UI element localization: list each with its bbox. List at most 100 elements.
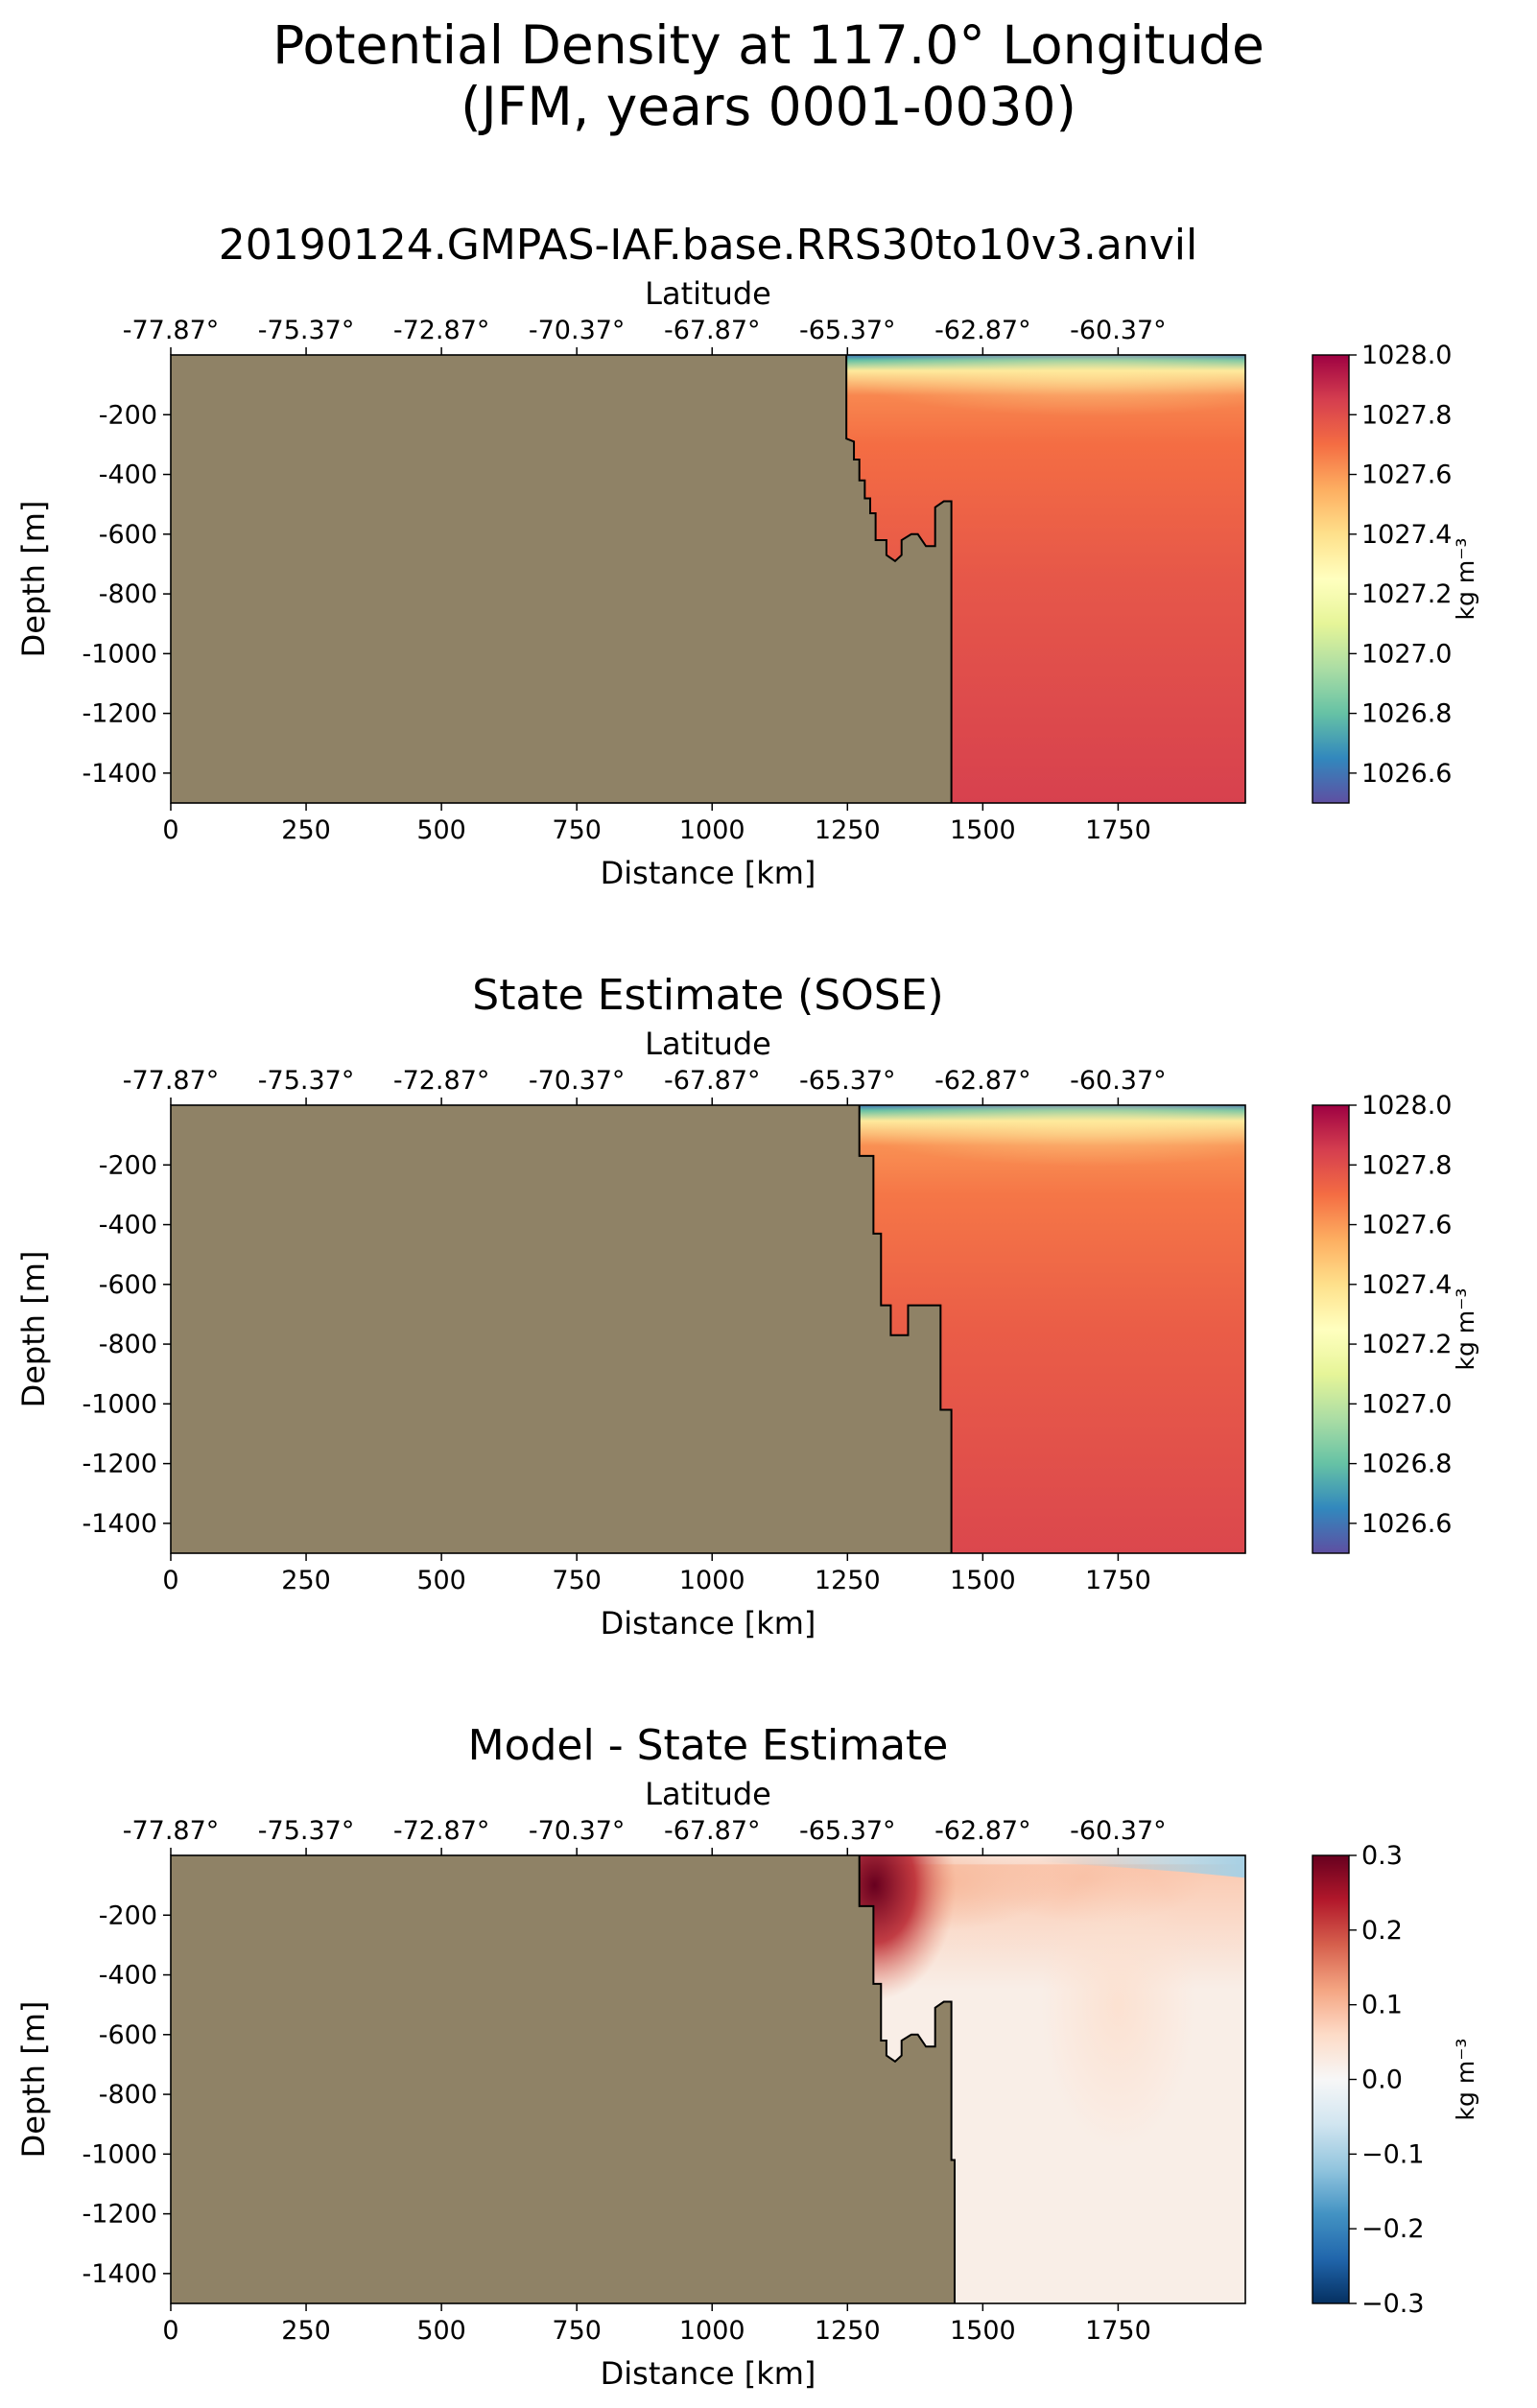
colorbar-label: kg m⁻³ — [1452, 1288, 1479, 1371]
y-tick-label: -800 — [99, 2080, 157, 2110]
y-tick-label: -200 — [99, 1150, 157, 1180]
colorbar-gradient — [1312, 355, 1349, 803]
y-tick-label: -200 — [99, 1900, 157, 1930]
top-x-tick-label: -72.87° — [393, 1816, 490, 1846]
bathymetry-line — [858, 1855, 957, 2303]
top-x-tick-label: -75.37° — [258, 1816, 355, 1846]
x-tick-label: 1000 — [679, 1566, 745, 1595]
x-tick-label: 1750 — [1085, 815, 1151, 845]
x-tick-label: 1750 — [1085, 1566, 1151, 1595]
panel-title: State Estimate (SOSE) — [472, 971, 943, 1020]
y-tick-label: -1400 — [83, 759, 157, 789]
surface-negative-anomaly — [1036, 1855, 1245, 1878]
top-x-tick-label: -70.37° — [529, 1066, 626, 1096]
x-tick-label: 500 — [416, 2316, 466, 2346]
y-tick-label: -1200 — [83, 2200, 157, 2230]
y-axis-label: Depth [m] — [15, 501, 52, 658]
y-tick-label: -1200 — [83, 699, 157, 729]
colorbar-gradient — [1312, 1855, 1349, 2303]
x-tick-label: 750 — [552, 815, 602, 845]
y-tick-label: -600 — [99, 2020, 157, 2050]
top-x-tick-label: -60.37° — [1070, 1816, 1167, 1846]
y-tick-label: -400 — [99, 460, 157, 490]
x-axis-label: Distance [km] — [601, 1605, 816, 1641]
top-x-tick-label: -77.87° — [123, 1816, 220, 1846]
colorbar: 1026.6 1026.8 1027.0 1027.2 1027.4 1027.6 1027… — [1312, 1091, 1479, 1554]
panel-title: 20190124.GMPAS-IAF.base.RRS30to10v3.anvi… — [219, 221, 1197, 270]
top-x-tick-label: -67.87° — [664, 316, 761, 345]
panel-1: 0 250 500 750 1000 1250 1500 1750 -77.87° -75.37°… — [15, 221, 1479, 891]
colorbar-frame — [1312, 354, 1350, 804]
colorbar: 1026.6 1026.8 1027.0 1027.2 1027.4 1027.6 1027… — [1312, 341, 1479, 804]
axes-frame — [170, 1104, 1246, 1554]
land-mask — [171, 1855, 956, 2303]
top-x-axis-label: Latitude — [645, 1026, 771, 1062]
colorbar-label: kg m⁻³ — [1452, 2039, 1479, 2121]
colorbar-tick-label: −0.2 — [1361, 2214, 1425, 2244]
colorbar-tick-label: 1027.6 — [1361, 460, 1452, 490]
bathymetry-line — [858, 1105, 953, 1553]
panel-3: 0 250 500 750 1000 1250 1500 1750 -77.87° -75.37°… — [15, 1721, 1479, 2392]
colorbar-tick-label: 0.3 — [1361, 1841, 1403, 1871]
colorbar-tick-label: 1027.4 — [1361, 1270, 1452, 1300]
y-tick-label: -1000 — [83, 2139, 157, 2169]
surface-light-layer — [841, 1105, 1245, 1167]
colorbar-tick-label: 0.1 — [1361, 1991, 1403, 2020]
x-tick-label: 750 — [552, 2316, 602, 2346]
x-tick-label: 1000 — [679, 815, 745, 845]
x-tick-label: 1000 — [679, 2316, 745, 2346]
x-tick-label: 1500 — [950, 1566, 1016, 1595]
colorbar-gradient — [1312, 1105, 1349, 1553]
top-x-tick-label: -67.87° — [664, 1816, 761, 1846]
top-x-tick-label: -60.37° — [1070, 1066, 1167, 1096]
x-tick-label: 1500 — [950, 2316, 1016, 2346]
colorbar-tick-label: 1026.6 — [1361, 759, 1452, 789]
y-tick-label: -1000 — [83, 639, 157, 669]
anomaly-blob — [1041, 1860, 1195, 2149]
x-tick-label: 250 — [281, 2316, 331, 2346]
y-tick-label: -600 — [99, 520, 157, 550]
surface-light-layer — [841, 355, 1245, 416]
x-axis-label: Distance [km] — [601, 855, 816, 891]
y-tick-label: -400 — [99, 1961, 157, 1991]
x-tick-label: 0 — [162, 815, 178, 845]
x-tick-label: 250 — [281, 815, 331, 845]
x-tick-label: 1500 — [950, 815, 1016, 845]
top-x-tick-label: -62.87° — [934, 1066, 1031, 1096]
top-x-tick-label: -75.37° — [258, 316, 355, 345]
y-axis-label: Depth [m] — [15, 1251, 52, 1408]
x-tick-label: 0 — [162, 1566, 178, 1595]
x-tick-label: 250 — [281, 1566, 331, 1595]
x-tick-label: 750 — [552, 1566, 602, 1595]
colorbar-tick-label: 1026.6 — [1361, 1509, 1452, 1539]
colorbar-tick-label: 1027.2 — [1361, 1330, 1452, 1359]
colorbar-tick-label: 0.0 — [1361, 2066, 1403, 2095]
colorbar-tick-label: 1026.8 — [1361, 1450, 1452, 1479]
colorbar-tick-label: 1027.2 — [1361, 579, 1452, 609]
colorbar-tick-label: 1028.0 — [1361, 341, 1452, 370]
top-x-tick-label: -70.37° — [529, 1816, 626, 1846]
y-tick-label: -1000 — [83, 1389, 157, 1419]
x-tick-label: 0 — [162, 2316, 178, 2346]
panel-title: Model - State Estimate — [468, 1721, 949, 1770]
figure-title-line1: Potential Density at 117.0° Longitude — [272, 14, 1265, 76]
colorbar-label: kg m⁻³ — [1452, 538, 1479, 621]
colorbar-tick-label: 0.2 — [1361, 1916, 1403, 1946]
y-tick-label: -1400 — [83, 2259, 157, 2289]
x-tick-label: 500 — [416, 1566, 466, 1595]
top-x-tick-label: -62.87° — [934, 1816, 1031, 1846]
x-axis-label: Distance [km] — [601, 2355, 816, 2392]
top-x-tick-label: -60.37° — [1070, 316, 1167, 345]
y-tick-label: -800 — [99, 579, 157, 609]
y-tick-label: -1400 — [83, 1509, 157, 1539]
top-x-tick-label: -65.37° — [799, 1816, 896, 1846]
colorbar-tick-label: 1028.0 — [1361, 1091, 1452, 1121]
colorbar-frame — [1312, 1104, 1350, 1554]
top-x-tick-label: -72.87° — [393, 316, 490, 345]
colorbar-tick-label: 1027.0 — [1361, 1389, 1452, 1419]
x-tick-label: 1750 — [1085, 2316, 1151, 2346]
x-tick-label: 1250 — [815, 1566, 881, 1595]
colorbar-tick-label: 1027.6 — [1361, 1211, 1452, 1240]
top-x-axis-label: Latitude — [645, 275, 771, 312]
